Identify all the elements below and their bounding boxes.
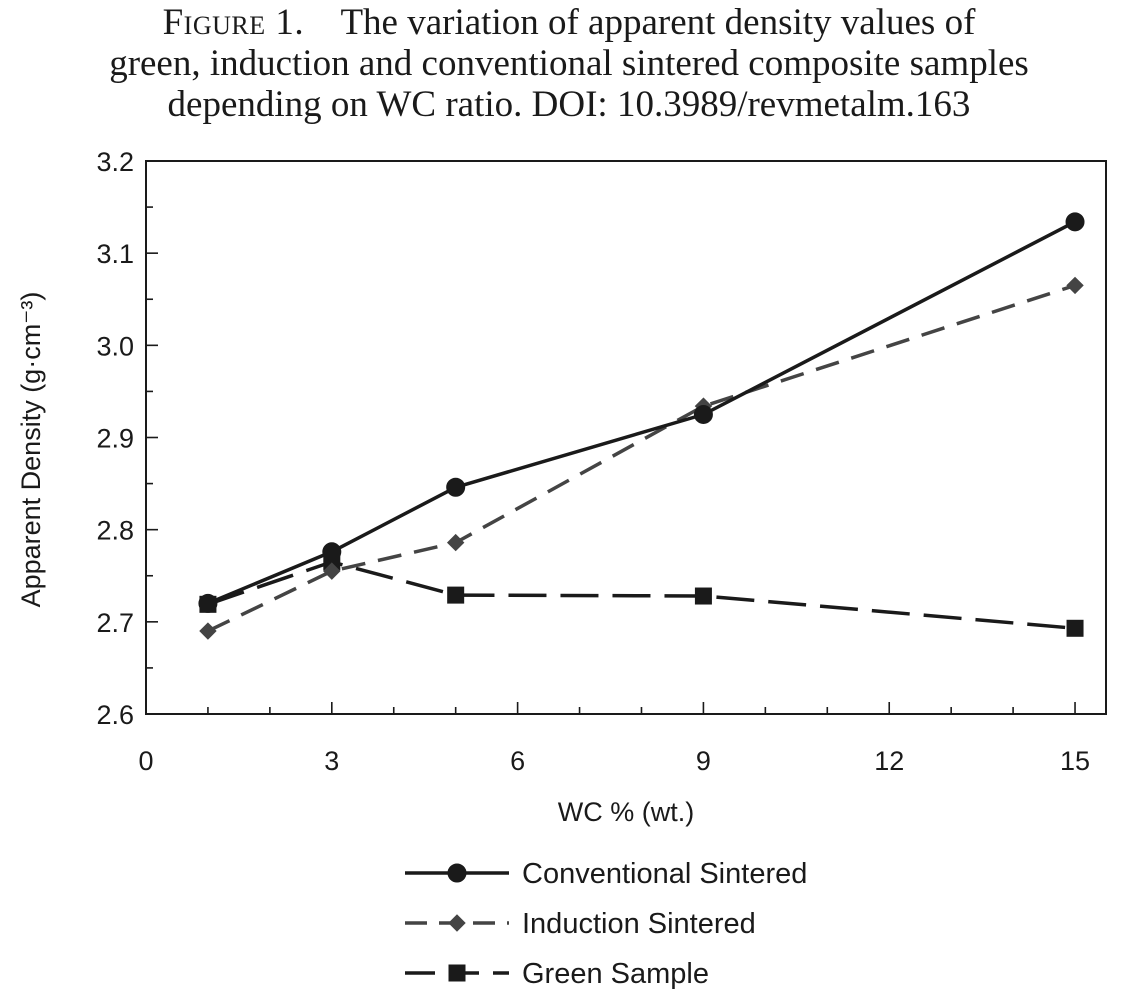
legend-swatch-marker [448, 964, 466, 982]
y-tick-label: 3.1 [96, 239, 134, 269]
legend-entry: Green Sample [405, 958, 709, 990]
series-green-sample [199, 553, 1084, 637]
data-point-diamond [1066, 276, 1084, 295]
series-induction-sintered [199, 276, 1084, 640]
data-point-diamond [323, 562, 341, 580]
data-point-diamond [199, 622, 217, 640]
x-axis-title: WC % (wt.) [558, 797, 694, 827]
data-point-circle [322, 542, 342, 562]
data-point-diamond [446, 533, 465, 552]
caption-line-2: green, induction and conventional sinter… [109, 43, 1029, 84]
legend-label: Green Sample [522, 958, 709, 990]
x-tick-label: 9 [696, 746, 711, 776]
y-tick-label: 3.0 [96, 331, 134, 361]
figure-caption: Figure 1. The variation of apparent dens… [0, 2, 1138, 125]
legend-label: Conventional Sintered [522, 858, 807, 890]
legend: Conventional Sintered Induction Sintered G… [405, 858, 807, 990]
y-tick-label: 2.8 [96, 516, 134, 546]
legend-entry: Induction Sintered [405, 908, 756, 940]
y-tick-label: 2.9 [96, 424, 134, 454]
y-tick-label: 3.2 [96, 147, 134, 177]
x-tick-label: 15 [1060, 746, 1090, 776]
y-axis-ticks: 2.6 2.7 2.8 2.9 3.0 3.1 3.2 [96, 147, 158, 730]
x-tick-label: 12 [874, 746, 904, 776]
legend-entry: Conventional Sintered [405, 858, 807, 890]
x-axis-ticks: 0 3 6 9 12 15 [138, 702, 1090, 776]
data-point-circle [693, 404, 713, 424]
x-tick-label: 0 [138, 746, 153, 776]
caption-text-1: The variation of apparent density values… [340, 2, 976, 43]
caption-line-1: Figure 1. The variation of apparent dens… [0, 2, 1138, 43]
figure-label: Figure 1. [162, 2, 305, 43]
y-axis-title: Apparent Density (g·cm⁻³) [16, 292, 46, 608]
series-line [207, 283, 1076, 633]
x-tick-label: 3 [324, 746, 339, 776]
data-point-square [1066, 619, 1084, 637]
series-layer [198, 212, 1085, 640]
legend-swatch-marker [447, 863, 467, 883]
y-tick-label: 2.7 [96, 608, 134, 638]
data-point-circle [446, 477, 466, 497]
legend-swatch-marker [448, 914, 466, 932]
data-point-circle [198, 593, 218, 613]
data-point-square [447, 586, 465, 604]
caption-line-3: depending on WC ratio. DOI: 10.3989/revm… [167, 84, 971, 125]
series-conventional-sintered [198, 212, 1085, 613]
x-tick-label: 6 [510, 746, 525, 776]
series-line [207, 560, 1076, 631]
y-tick-label: 2.6 [96, 700, 134, 730]
data-point-circle [1065, 212, 1085, 232]
legend-label: Induction Sintered [522, 908, 756, 940]
data-point-square [694, 587, 712, 605]
